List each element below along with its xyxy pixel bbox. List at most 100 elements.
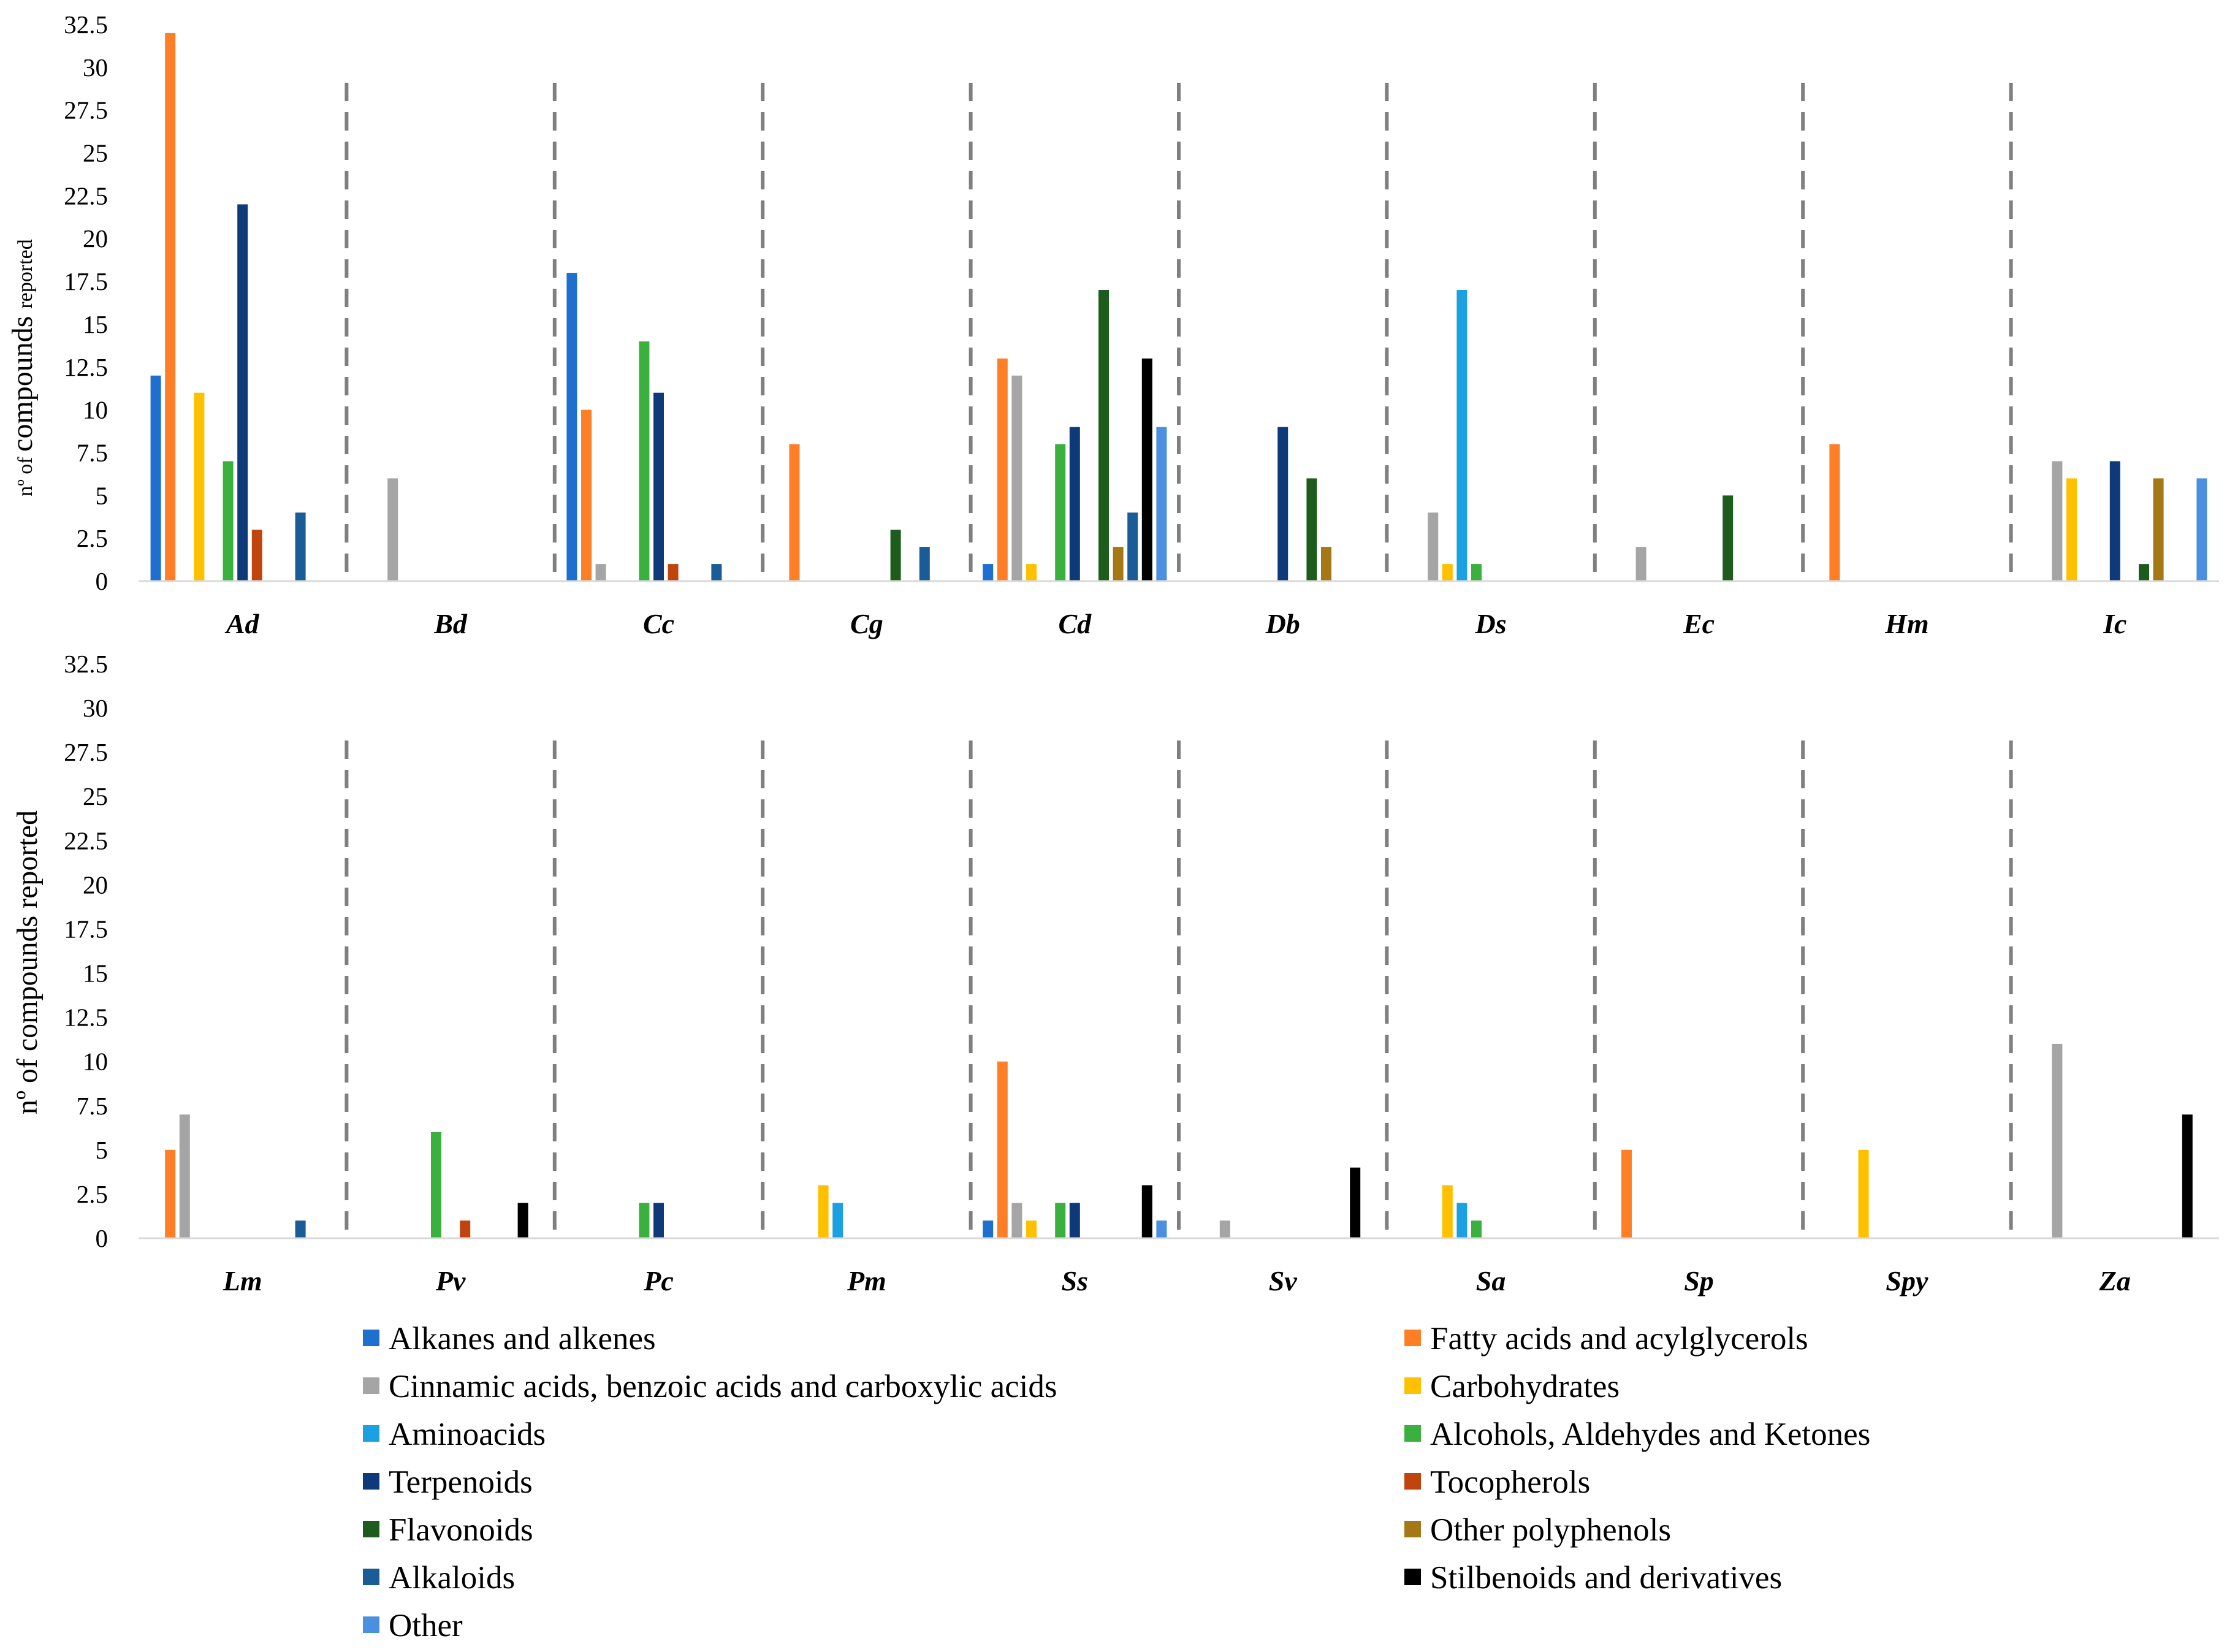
category-label-lm: Lm bbox=[223, 1265, 262, 1296]
bar-ad-toc bbox=[251, 530, 262, 581]
top-panel: 0 2.5 5 7.5 10 12.5 15 17.5 20 22.5 25 27.5 30 32.5 A… bbox=[6, 10, 2219, 639]
legend-swatch-ami bbox=[363, 1425, 379, 1442]
legend-label-fat: Fatty acids and acylglycerols bbox=[1430, 1321, 1808, 1357]
category-label-ss: Ss bbox=[1062, 1265, 1088, 1296]
bar-sv-sti bbox=[1350, 1167, 1361, 1238]
bottom-panel-y-axis-label: nº of compounds reported bbox=[11, 810, 44, 1114]
bar-ss-alk bbox=[983, 1220, 994, 1238]
category-label-ec: Ec bbox=[1683, 608, 1715, 639]
legend-swatch-car bbox=[1404, 1377, 1421, 1394]
bar-cd-oth bbox=[1113, 547, 1124, 581]
bar-pm-ami bbox=[832, 1203, 843, 1238]
bar-ad-fat bbox=[165, 33, 176, 581]
category-label-cg: Cg bbox=[850, 608, 883, 639]
legend-label-alc: Alcohols, Aldehydes and Ketones bbox=[1430, 1417, 1870, 1452]
bar-cd-ter bbox=[1069, 427, 1080, 581]
category-label-za: Za bbox=[2099, 1265, 2131, 1296]
legend-swatch-akl bbox=[363, 1569, 379, 1585]
y-tick-label: 32.5 bbox=[64, 650, 108, 678]
category-label-db: Db bbox=[1265, 608, 1300, 639]
y-tick-label: 20 bbox=[83, 870, 108, 899]
y-tick-label: 7.5 bbox=[77, 1092, 108, 1120]
bar-db-fla bbox=[1306, 478, 1317, 581]
y-tick-label: 15 bbox=[83, 310, 108, 338]
legend-swatch-sti bbox=[1404, 1569, 1421, 1585]
y-tick-label: 5 bbox=[96, 481, 108, 509]
y-tick-label: 5 bbox=[96, 1136, 108, 1164]
y-tick-label: 30 bbox=[83, 53, 108, 82]
bar-cg-fla bbox=[890, 530, 901, 581]
category-label-hm: Hm bbox=[1884, 608, 1929, 639]
bar-ss-car bbox=[1026, 1220, 1037, 1238]
y-tick-label: 10 bbox=[83, 1048, 108, 1076]
bar-cd-fat bbox=[997, 358, 1008, 581]
top-panel-bars bbox=[150, 33, 2207, 581]
bar-pv-sti bbox=[517, 1203, 528, 1238]
bar-ad-akl bbox=[295, 512, 306, 581]
y-tick-label: 12.5 bbox=[64, 353, 108, 381]
bar-ic-ter bbox=[2109, 461, 2120, 581]
bar-cc-akl bbox=[711, 564, 722, 581]
bar-cd-cin bbox=[1011, 375, 1022, 581]
bar-cd-akl bbox=[1127, 512, 1138, 581]
bar-ad-car bbox=[194, 392, 205, 581]
category-label-cd: Cd bbox=[1058, 608, 1092, 639]
bar-hm-fat bbox=[1829, 444, 1840, 581]
bar-cd-other bbox=[1156, 427, 1167, 581]
y-tick-label: 15 bbox=[83, 959, 108, 988]
legend-swatch-toc bbox=[1404, 1473, 1421, 1490]
legend-label-ami: Aminoacids bbox=[389, 1417, 546, 1452]
bar-ec-fla bbox=[1723, 495, 1734, 581]
bar-ds-alc bbox=[1471, 564, 1482, 581]
y-tick-label: 2.5 bbox=[77, 1180, 108, 1208]
bar-cg-akl bbox=[919, 547, 930, 581]
y-tick-label: 2.5 bbox=[77, 524, 108, 552]
category-label-pm: Pm bbox=[847, 1265, 886, 1296]
category-label-sp: Sp bbox=[1684, 1265, 1714, 1296]
legend-label-oth: Other polyphenols bbox=[1430, 1512, 1671, 1548]
legend: Alkanes and alkenes Fatty acids and acylg… bbox=[363, 1321, 1870, 1643]
bottom-panel-separators bbox=[345, 740, 2013, 1238]
bottom-panel-category-labels: Lm Pv Pc Pm Ss Sv Sa Sp Spy Za bbox=[223, 1265, 2131, 1296]
bar-sa-car bbox=[1442, 1185, 1453, 1238]
bar-ss-sti bbox=[1141, 1185, 1152, 1238]
bar-ss-cin bbox=[1011, 1203, 1022, 1238]
bottom-panel-bars bbox=[165, 1043, 2193, 1238]
bar-ds-cin bbox=[1428, 512, 1439, 581]
legend-label-fla: Flavonoids bbox=[389, 1512, 533, 1548]
legend-swatch-cin bbox=[363, 1377, 379, 1394]
bar-spy-car bbox=[1858, 1149, 1869, 1238]
legend-swatch-fla bbox=[363, 1521, 379, 1537]
y-tick-label: 0 bbox=[96, 567, 108, 595]
category-label-bd: Bd bbox=[433, 608, 468, 639]
bar-cc-fat bbox=[581, 409, 592, 581]
legend-label-sti: Stilbenoids and derivatives bbox=[1430, 1560, 1782, 1596]
legend-swatch-other bbox=[363, 1616, 379, 1633]
bar-ad-alc bbox=[223, 461, 234, 581]
bar-cc-toc bbox=[668, 564, 679, 581]
bottom-panel: 0 2.5 5 7.5 10 12.5 15 17.5 20 22.5 25 27.5 30 32.5 L… bbox=[11, 650, 2219, 1296]
bar-ic-cin bbox=[2052, 461, 2063, 581]
y-tick-label: 20 bbox=[83, 224, 108, 253]
bar-cc-cin bbox=[595, 564, 606, 581]
category-label-pc: Pc bbox=[643, 1265, 674, 1296]
category-label-sv: Sv bbox=[1269, 1265, 1298, 1296]
bar-cd-sti bbox=[1141, 358, 1152, 581]
bar-sa-ami bbox=[1456, 1203, 1468, 1238]
bar-bd-cin bbox=[387, 478, 398, 581]
bar-pv-toc bbox=[460, 1220, 471, 1238]
y-tick-label: 17.5 bbox=[64, 915, 108, 943]
bar-ic-other bbox=[2196, 478, 2207, 581]
bar-ec-cin bbox=[1635, 547, 1646, 581]
top-panel-y-axis-label: nº of compounds reported bbox=[6, 239, 39, 496]
category-label-ic: Ic bbox=[2103, 608, 2126, 639]
legend-swatch-alk bbox=[363, 1330, 379, 1346]
bar-ss-fat bbox=[997, 1061, 1008, 1238]
legend-label-akl: Alkaloids bbox=[389, 1560, 515, 1596]
category-label-pv: Pv bbox=[435, 1265, 466, 1296]
bar-ad-alk bbox=[150, 375, 161, 581]
bar-sp-fat bbox=[1621, 1149, 1632, 1238]
category-label-sa: Sa bbox=[1476, 1265, 1506, 1296]
bar-ad-ter bbox=[237, 204, 248, 581]
